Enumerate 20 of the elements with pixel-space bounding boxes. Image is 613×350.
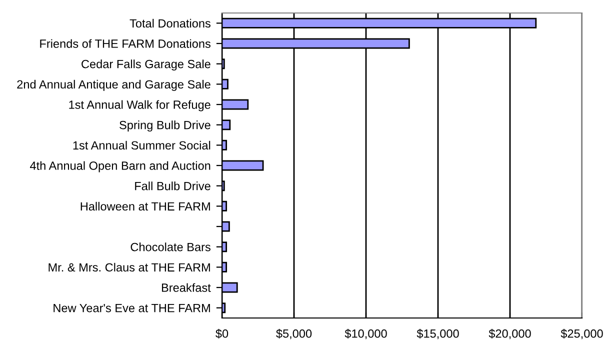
y-tick-label: Halloween at THE FARM [80, 202, 210, 211]
y-tick-label: Total Donations [130, 18, 210, 28]
y-tick-label: 1st Annual Walk for Refuge [69, 100, 210, 112]
y-tick-label: Chocolate Bars [130, 242, 210, 252]
x-tick-label: $10,000 [344, 328, 387, 340]
y-tick-label: 4th Annual Open Barn and Auction [30, 161, 210, 172]
x-tick-label: $15,000 [416, 328, 459, 340]
x-tick-label: $20,000 [488, 328, 531, 340]
y-tick-label: 2nd Annual Antique and Garage Sale [17, 80, 210, 91]
y-tick-label: Friends of THE FARM Donations [40, 39, 210, 48]
y-tick-label: 1st Annual Summer Social [73, 140, 210, 150]
y-tick-label: Spring Bulb Drive [120, 120, 210, 132]
x-tick-label: $0 [216, 328, 228, 338]
y-tick-label: Mr. & Mrs. Claus at THE FARM [48, 262, 210, 272]
x-tick-label: $25,000 [560, 328, 603, 340]
y-tick-label: Breakfast [162, 283, 211, 292]
y-tick-label: Fall Bulb Drive [135, 182, 210, 190]
y-tick-label: New Year's Eve at THE FARM [54, 304, 210, 312]
x-tick-label: $5,000 [276, 328, 312, 340]
y-tick-label: Cedar Falls Garage Sale [82, 60, 210, 71]
